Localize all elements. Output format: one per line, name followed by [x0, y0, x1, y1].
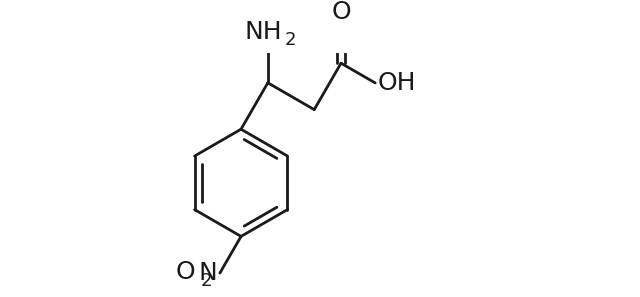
- Text: NH: NH: [244, 20, 282, 44]
- Text: 2: 2: [201, 272, 212, 290]
- Text: N: N: [198, 261, 217, 285]
- Text: 2: 2: [285, 31, 296, 49]
- Text: OH: OH: [378, 71, 417, 95]
- Text: O: O: [175, 260, 195, 284]
- Text: O: O: [332, 0, 351, 24]
